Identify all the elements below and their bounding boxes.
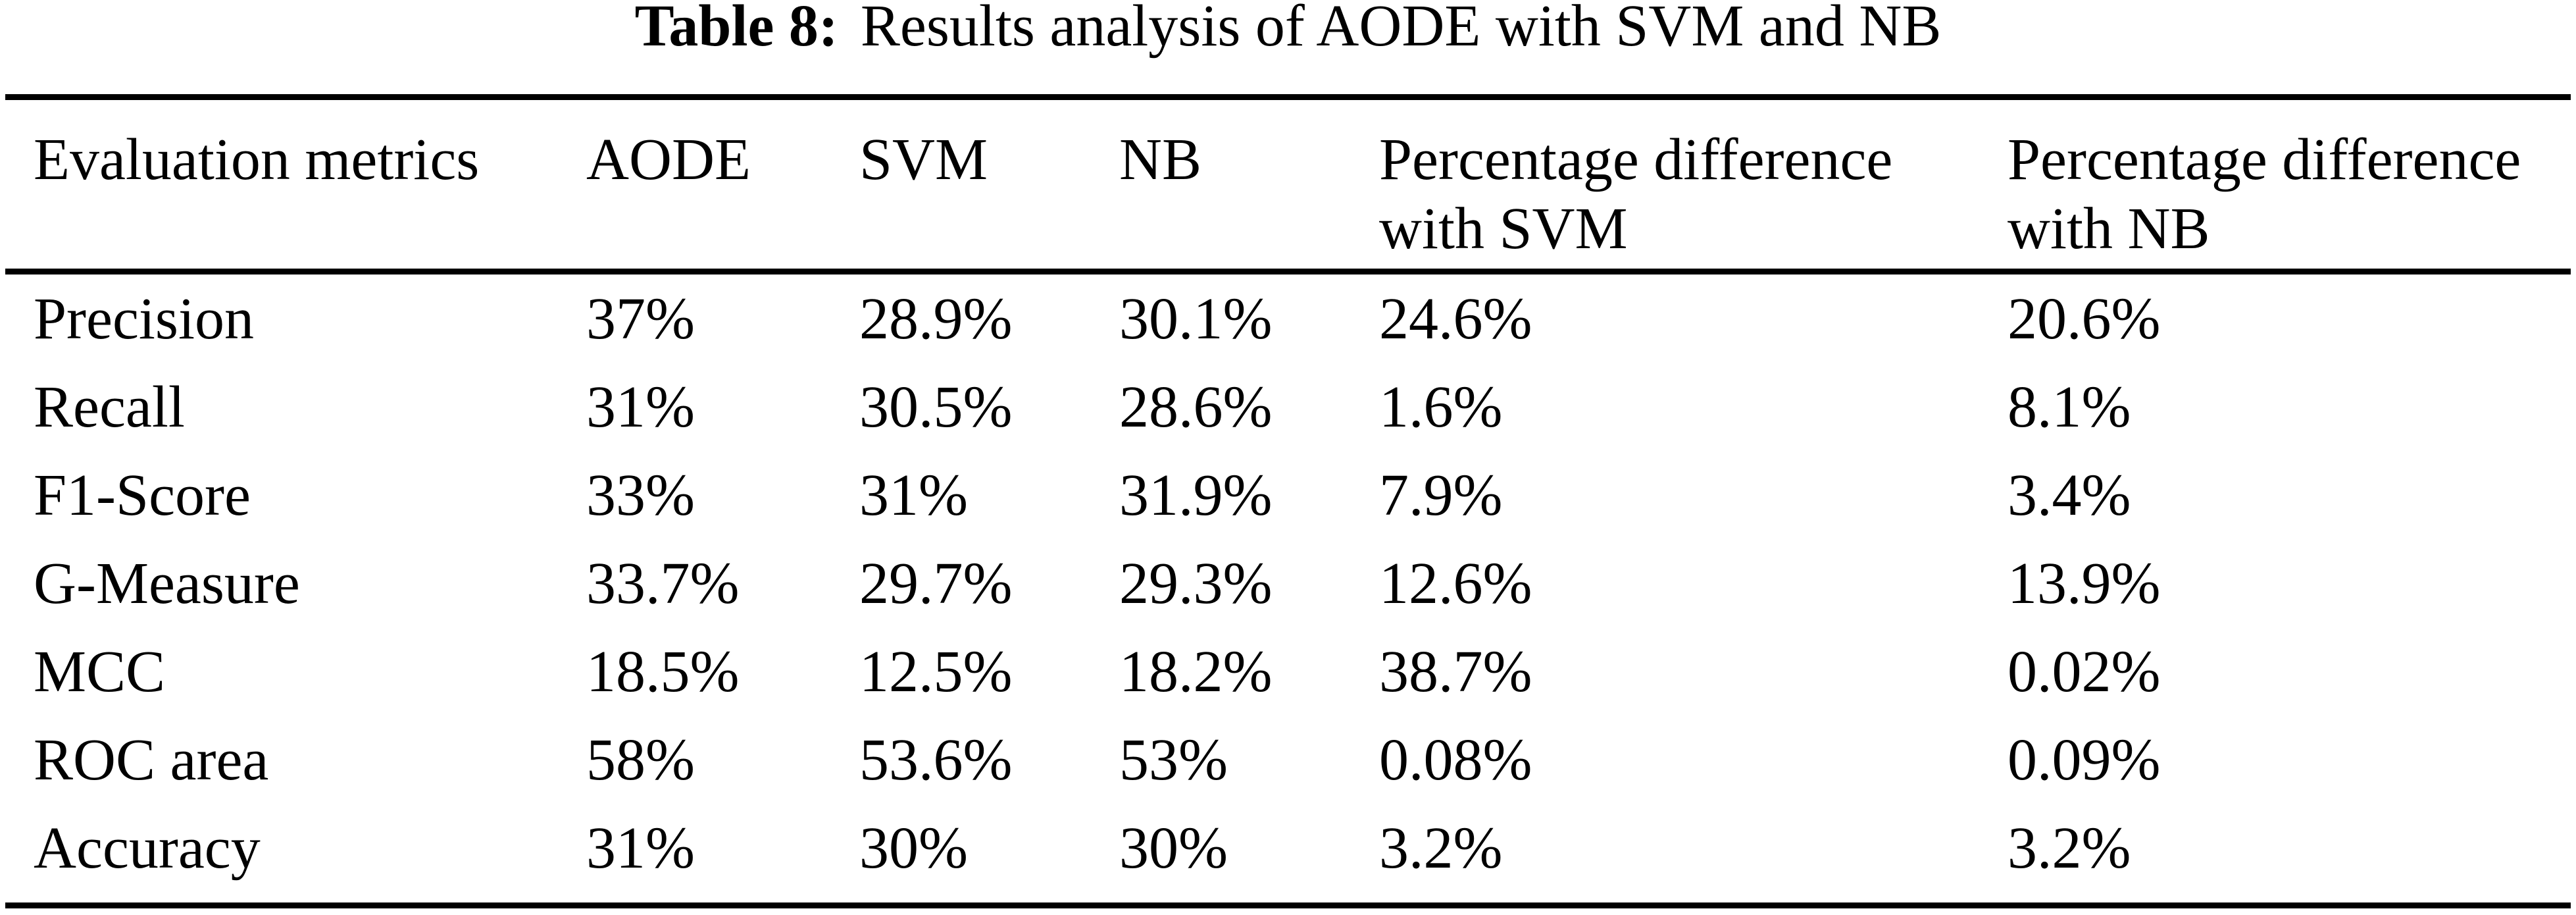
table-row-g-measure: G-Measure 33.7% 29.7% 29.3% 12.6% 13.9% [5, 539, 2571, 627]
table-row-accuracy: Accuracy 31% 30% 30% 3.2% 3.2% [5, 804, 2571, 892]
cell-svm: 31% [859, 462, 968, 528]
cell-pct-diff-svm: 7.9% [1379, 462, 1503, 528]
cell-pct-diff-nb: 3.4% [2008, 462, 2131, 528]
cell-svm: 53.6% [859, 727, 1013, 793]
row-label: MCC [34, 639, 166, 704]
row-label: Precision [34, 286, 254, 352]
cell-nb: 30% [1119, 815, 1228, 881]
table-row-roc-area: ROC area 58% 53.6% 53% 0.08% 0.09% [5, 716, 2571, 804]
header-evaluation-metrics: Evaluation metrics [5, 97, 586, 274]
cell-svm: 30.5% [859, 374, 1013, 440]
cell-pct-diff-nb: 8.1% [2008, 374, 2131, 440]
cell-svm: 12.5% [859, 639, 1013, 704]
cell-aode: 33% [586, 462, 695, 528]
table-header: Evaluation metrics AODE SVM NB Percentag… [5, 97, 2571, 274]
results-table-container: Evaluation metrics AODE SVM NB Percentag… [5, 94, 2571, 908]
row-label: G-Measure [34, 550, 300, 616]
results-table: Evaluation metrics AODE SVM NB Percentag… [5, 94, 2571, 908]
table-row-f1-score: F1-Score 33% 31% 31.9% 7.9% 3.4% [5, 451, 2571, 539]
table-row-precision: Precision 37% 28.9% 30.1% 24.6% 20.6% [5, 272, 2571, 363]
header-svm: SVM [859, 97, 1119, 274]
cell-aode: 31% [586, 374, 695, 440]
cell-pct-diff-svm: 12.6% [1379, 550, 1532, 616]
cell-nb: 29.3% [1119, 550, 1273, 616]
table-row-recall: Recall 31% 30.5% 28.6% 1.6% 8.1% [5, 363, 2571, 451]
cell-aode: 31% [586, 815, 695, 881]
row-label: Recall [34, 374, 185, 440]
cell-pct-diff-svm: 24.6% [1379, 286, 1532, 352]
cell-pct-diff-svm: 1.6% [1379, 374, 1503, 440]
table-body: Precision 37% 28.9% 30.1% 24.6% 20.6% Re… [5, 272, 2571, 906]
cell-svm: 29.7% [859, 550, 1013, 616]
cell-nb: 31.9% [1119, 462, 1273, 528]
cell-nb: 30.1% [1119, 286, 1273, 352]
cell-nb: 53% [1119, 727, 1228, 793]
header-row: Evaluation metrics AODE SVM NB Percentag… [5, 97, 2571, 274]
row-label: F1-Score [34, 462, 251, 528]
spacer-row [5, 892, 2571, 906]
cell-svm: 28.9% [859, 286, 1013, 352]
cell-pct-diff-nb: 20.6% [2008, 286, 2161, 352]
header-nb: NB [1119, 97, 1379, 274]
cell-pct-diff-nb: 0.02% [2008, 639, 2161, 704]
cell-pct-diff-svm: 38.7% [1379, 639, 1532, 704]
cell-pct-diff-nb: 13.9% [2008, 550, 2161, 616]
table-caption-number: Table 8: [634, 0, 838, 59]
cell-pct-diff-nb: 3.2% [2008, 815, 2131, 881]
cell-nb: 28.6% [1119, 374, 1273, 440]
table-caption-text: Results analysis of AODE with SVM and NB [860, 0, 1942, 59]
cell-aode: 18.5% [586, 639, 740, 704]
cell-aode: 33.7% [586, 550, 740, 616]
cell-aode: 37% [586, 286, 695, 352]
cell-svm: 30% [859, 815, 968, 881]
header-pct-diff-nb: Percentage difference with NB [2008, 97, 2571, 274]
cell-nb: 18.2% [1119, 639, 1273, 704]
row-label: ROC area [34, 727, 269, 793]
table-row-mcc: MCC 18.5% 12.5% 18.2% 38.7% 0.02% [5, 627, 2571, 716]
cell-pct-diff-svm: 0.08% [1379, 727, 1532, 793]
cell-pct-diff-svm: 3.2% [1379, 815, 1503, 881]
row-label: Accuracy [34, 815, 261, 881]
header-pct-diff-svm: Percentage difference with SVM [1379, 97, 2008, 274]
cell-aode: 58% [586, 727, 695, 793]
cell-pct-diff-nb: 0.09% [2008, 727, 2161, 793]
header-aode: AODE [586, 97, 859, 274]
table-caption: Table 8: Results analysis of AODE with SV… [0, 0, 2576, 61]
